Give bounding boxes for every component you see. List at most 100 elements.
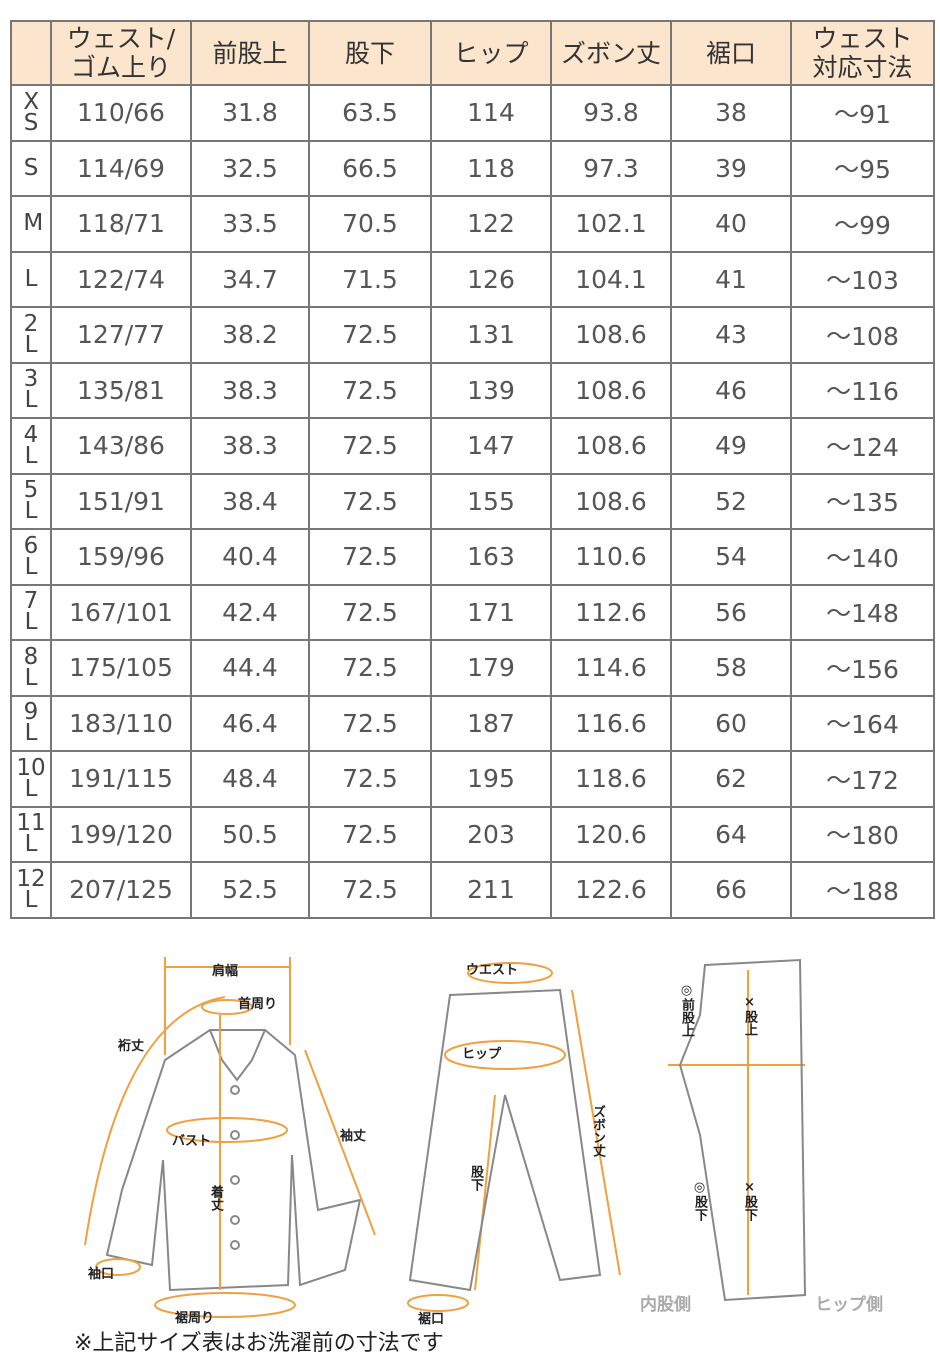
shirt-drawing [105, 1029, 362, 1292]
column-header: 前股上 [190, 20, 310, 86]
table-cell: 38 [670, 84, 792, 142]
table-cell: 122 [430, 195, 552, 253]
table-cell: ～135 [790, 472, 935, 530]
table-cell: ～103 [790, 250, 935, 308]
size-cell: 5L [10, 472, 52, 530]
table-cell: 183/110 [50, 694, 192, 752]
table-cell: ～180 [790, 805, 935, 863]
size-label: 9L [23, 699, 39, 747]
label-rise: ×股上 [742, 995, 757, 1036]
column-header: ヒップ [430, 20, 552, 86]
label-sleeve: 袖丈 [340, 1129, 367, 1144]
size-cell: M [10, 195, 52, 253]
size-cell: L [10, 250, 52, 308]
table-cell: ～156 [790, 639, 935, 697]
table-cell: ～148 [790, 583, 935, 641]
table-cell: 72.5 [308, 861, 432, 919]
table-cell: 93.8 [550, 84, 672, 142]
table-cell: 72.5 [308, 472, 432, 530]
table-cell: 118/71 [50, 195, 192, 253]
table-cell: 72.5 [308, 639, 432, 697]
table-cell: 40.4 [190, 528, 310, 586]
label-inner-side: 内股側 [640, 1295, 691, 1315]
table-cell: 72.5 [308, 750, 432, 808]
table-cell: 40 [670, 195, 792, 253]
table-cell: 72.5 [308, 805, 432, 863]
table-cell: 49 [670, 417, 792, 475]
table-cell: 187 [430, 694, 552, 752]
size-cell: 2L [10, 306, 52, 364]
table-cell: 203 [430, 805, 552, 863]
table-cell: 143/86 [50, 417, 192, 475]
label-cuff: 袖口 [88, 1267, 115, 1282]
table-row: 8L 175/105 44.4 72.5 179 114.6 58 ～156 [10, 639, 935, 697]
table-cell: 39 [670, 139, 792, 197]
table-cell: 131 [430, 306, 552, 364]
table-row: 4L 143/86 38.3 72.5 147 108.6 49 ～124 [10, 417, 935, 475]
table-cell: 71.5 [308, 250, 432, 308]
table-cell: ～116 [790, 361, 935, 419]
table-cell: 44.4 [190, 639, 310, 697]
size-cell: 10L [10, 750, 52, 808]
table-cell: 112.6 [550, 583, 672, 641]
label-front-rise: ◎前股上 [679, 983, 694, 1037]
table-cell: 139 [430, 361, 552, 419]
table-cell: 64 [670, 805, 792, 863]
table-cell: 70.5 [308, 195, 432, 253]
table-cell: 54 [670, 528, 792, 586]
table-cell: 207/125 [50, 861, 192, 919]
size-label: 7L [23, 588, 39, 636]
table-row: 6L 159/96 40.4 72.5 163 110.6 54 ～140 [10, 528, 935, 586]
table-cell: ～164 [790, 694, 935, 752]
table-cell: 171 [430, 583, 552, 641]
size-cell: 4L [10, 417, 52, 475]
table-cell: 167/101 [50, 583, 192, 641]
table-cell: 50.5 [190, 805, 310, 863]
column-header: 股下 [308, 20, 432, 86]
table-row: 11L 199/120 50.5 72.5 203 120.6 64 ～180 [10, 805, 935, 863]
table-cell: 199/120 [50, 805, 192, 863]
size-cell: 8L [10, 639, 52, 697]
size-label: 6L [23, 532, 39, 580]
table-cell: 42.4 [190, 583, 310, 641]
table-cell: 116.6 [550, 694, 672, 752]
table-cell: 179 [430, 639, 552, 697]
column-header: ズボン丈 [550, 20, 672, 86]
column-header: 裾口 [670, 20, 792, 86]
size-cell: XS [10, 84, 52, 142]
table-cell: 58 [670, 639, 792, 697]
table-row: 10L 191/115 48.4 72.5 195 118.6 62 ～172 [10, 750, 935, 808]
table-cell: 33.5 [190, 195, 310, 253]
table-cell: 120.6 [550, 805, 672, 863]
table-cell: 34.7 [190, 250, 310, 308]
table-cell: 43 [670, 306, 792, 364]
table-cell: 108.6 [550, 472, 672, 530]
label-length: 着丈 [208, 1185, 223, 1211]
table-cell: 46.4 [190, 694, 310, 752]
table-cell: 104.1 [550, 250, 672, 308]
table-cell: 41 [670, 250, 792, 308]
label-inseam-o: ◎股下 [692, 1180, 707, 1221]
size-label: 4L [23, 421, 39, 469]
table-cell: 155 [430, 472, 552, 530]
size-cell: 9L [10, 694, 52, 752]
table-cell: 118.6 [550, 750, 672, 808]
table-cell: 118 [430, 139, 552, 197]
size-table: ウェスト/ ゴム上り 前股上 股下 ヒップ ズボン丈 裾口 ウェスト 対応寸法 XS 110/… [10, 20, 935, 919]
table-cell: 72.5 [308, 417, 432, 475]
size-label: S [23, 154, 39, 181]
label-shoulder: 肩幅 [212, 964, 239, 979]
label-neck: 首周り [238, 997, 278, 1012]
table-cell: 56 [670, 583, 792, 641]
table-row: 3L 135/81 38.3 72.5 139 108.6 46 ～116 [10, 361, 935, 419]
table-cell: 66.5 [308, 139, 432, 197]
label-hip-side: ヒップ側 [815, 1295, 883, 1315]
label-hem: 裾周り [175, 1311, 215, 1326]
table-cell: 211 [430, 861, 552, 919]
size-cell: 3L [10, 361, 52, 419]
table-cell: 72.5 [308, 361, 432, 419]
table-row: 12L 207/125 52.5 72.5 211 122.6 66 ～188 [10, 861, 935, 919]
size-label: 2L [23, 310, 39, 358]
table-cell: 135/81 [50, 361, 192, 419]
size-label: 5L [23, 477, 39, 525]
